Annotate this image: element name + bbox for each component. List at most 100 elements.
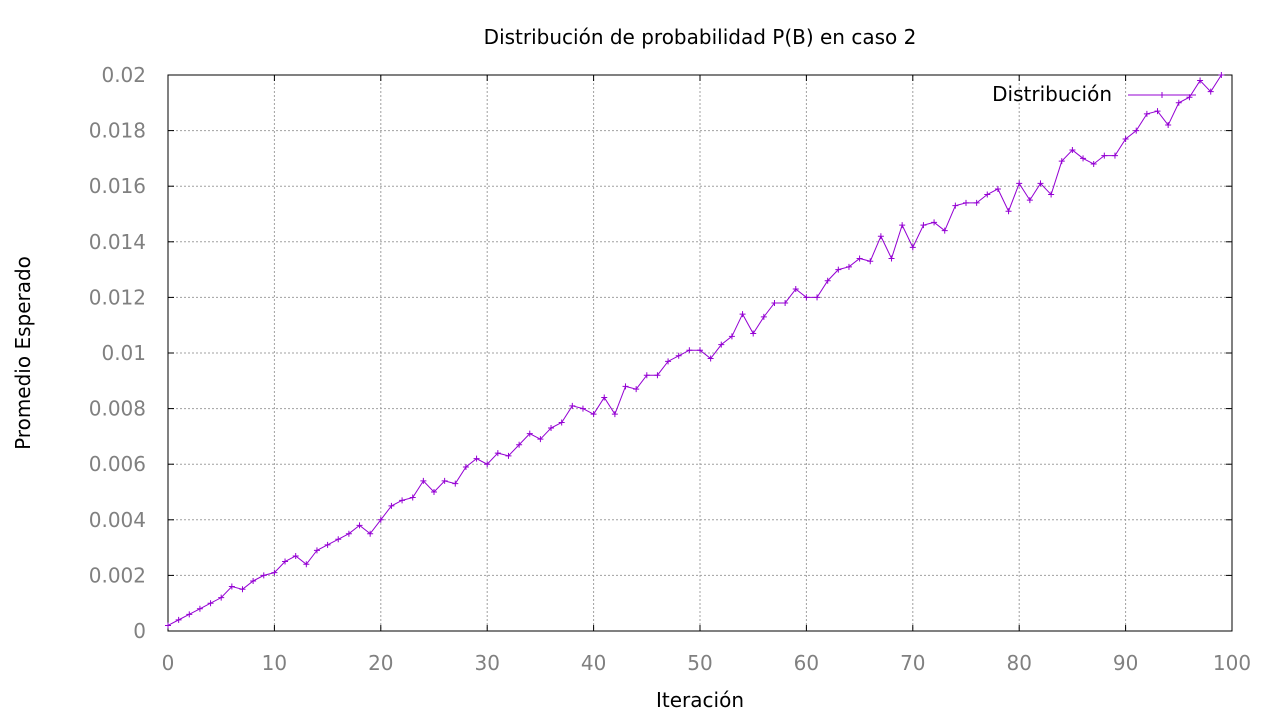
data-point [835, 266, 842, 273]
data-point [260, 572, 267, 579]
y-tick-label: 0.02 [101, 63, 146, 87]
data-point [931, 219, 938, 226]
data-point [548, 425, 555, 432]
data-point [899, 222, 906, 229]
data-point [356, 522, 363, 529]
data-point [622, 383, 629, 390]
data-point [782, 299, 789, 306]
data-point [845, 263, 852, 270]
data-point [963, 199, 969, 206]
x-tick-label: 0 [162, 651, 175, 675]
data-point [707, 355, 714, 362]
x-tick-label: 100 [1213, 651, 1251, 675]
data-point [494, 450, 501, 457]
data-point [399, 497, 406, 504]
data-point [462, 463, 469, 470]
data-point [1058, 158, 1065, 165]
y-tick-label: 0.014 [89, 230, 146, 254]
data-point [1207, 88, 1214, 95]
data-point [941, 227, 948, 234]
data-point [409, 494, 416, 501]
data-point [367, 530, 374, 537]
x-tick-label: 60 [794, 651, 819, 675]
y-tick-label: 0.01 [101, 341, 146, 365]
y-axis: 0 0.002 0.004 0.006 0.008 0.01 0.012 0.014 0.016… [89, 63, 1232, 643]
data-point [1197, 77, 1204, 84]
data-point [324, 541, 331, 548]
y-tick-label: 0.006 [89, 452, 146, 476]
x-axis-title: Iteración [656, 688, 744, 712]
data-point [1005, 208, 1012, 215]
data-point [292, 552, 299, 559]
grid [168, 75, 1232, 631]
data-point [803, 294, 810, 301]
data-point [271, 569, 278, 576]
x-tick-label: 20 [368, 651, 393, 675]
x-tick-label: 80 [1006, 651, 1031, 675]
data-point [165, 622, 171, 629]
data-point [920, 222, 927, 229]
data-point [697, 347, 703, 354]
data-point [994, 185, 1001, 192]
data-point [867, 258, 874, 265]
data-point [952, 202, 959, 209]
data-point [1143, 110, 1150, 117]
y-axis-title: Promedio Esperado [11, 256, 35, 450]
data-point [377, 516, 384, 523]
data-point [186, 611, 193, 618]
legend-marker [1159, 92, 1165, 98]
data-point [282, 558, 289, 565]
data-point [718, 341, 725, 348]
data-point [313, 547, 320, 554]
data-point [877, 233, 884, 240]
data-point [760, 313, 767, 320]
data-point [1133, 127, 1140, 134]
data-point [728, 333, 735, 340]
data-point [420, 477, 427, 484]
y-tick-label: 0.008 [89, 397, 146, 421]
data-point [218, 594, 225, 601]
data-point [431, 489, 437, 495]
data-point [1101, 152, 1108, 159]
data-point [824, 277, 831, 284]
data-point [239, 586, 246, 593]
data-point [1037, 180, 1044, 187]
data-point [1122, 135, 1129, 142]
y-tick-label: 0.016 [89, 174, 146, 198]
y-tick-label: 0.012 [89, 285, 146, 309]
data-point [601, 394, 608, 401]
data-point [665, 358, 672, 365]
y-tick-label: 0 [133, 619, 146, 643]
data-point [441, 477, 448, 484]
x-tick-label: 30 [474, 651, 499, 675]
data-point [1111, 152, 1118, 159]
data-point [1080, 155, 1087, 162]
data-point [654, 372, 661, 379]
data-point [505, 452, 512, 459]
data-point [516, 441, 523, 448]
data-point [1090, 160, 1097, 167]
data-point [558, 419, 565, 426]
data-point [196, 605, 203, 612]
x-tick-label: 90 [1113, 651, 1138, 675]
data-point [888, 255, 895, 262]
data-point [1175, 99, 1182, 106]
x-tick-label: 10 [262, 651, 287, 675]
data-point [207, 600, 214, 607]
data-point [1218, 72, 1225, 78]
data-point [1026, 197, 1033, 204]
data-point [1165, 122, 1172, 129]
data-point [590, 411, 597, 418]
data-point [484, 461, 491, 468]
data-point [984, 191, 991, 198]
x-tick-label: 70 [900, 651, 925, 675]
x-tick-label: 40 [581, 651, 606, 675]
legend-line-sample [1128, 92, 1196, 98]
data-point [335, 536, 342, 543]
data-point [537, 436, 544, 443]
data-point [973, 199, 980, 206]
data-point [739, 311, 746, 318]
data-point [856, 255, 863, 262]
data-point [814, 294, 821, 301]
